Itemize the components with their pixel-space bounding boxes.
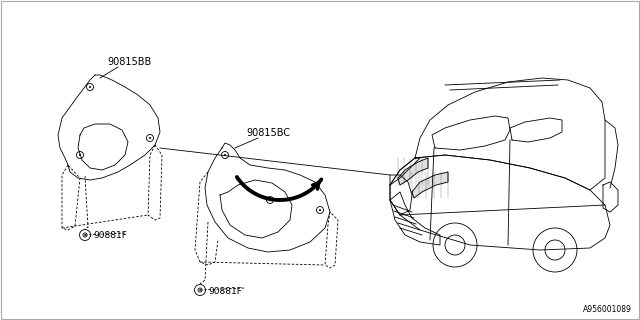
Text: 90881F: 90881F: [93, 231, 127, 241]
Text: 90815BB: 90815BB: [108, 57, 152, 67]
Circle shape: [79, 154, 81, 156]
Polygon shape: [412, 172, 448, 198]
Polygon shape: [398, 158, 428, 185]
Circle shape: [84, 234, 86, 236]
Text: 90881F: 90881F: [208, 286, 242, 295]
Circle shape: [224, 154, 226, 156]
Circle shape: [269, 199, 271, 201]
Circle shape: [199, 289, 201, 291]
Circle shape: [89, 86, 91, 88]
Text: 90815BC: 90815BC: [246, 128, 290, 138]
Circle shape: [319, 209, 321, 211]
Text: A956001089: A956001089: [583, 305, 632, 314]
Circle shape: [149, 137, 151, 139]
